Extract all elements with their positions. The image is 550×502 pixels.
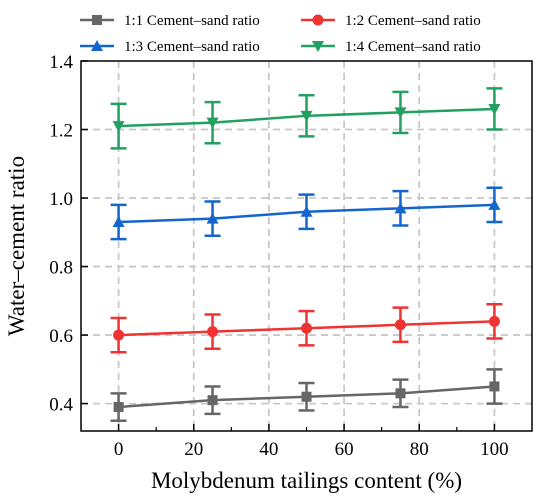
legend-entry-3: 1:3 Cement–sand ratio bbox=[80, 39, 260, 55]
legend-entry-4: 1:4 Cement–sand ratio bbox=[301, 39, 481, 55]
series-4 bbox=[110, 87, 503, 150]
legend-label: 1:3 Cement–sand ratio bbox=[124, 39, 260, 55]
data-point bbox=[112, 216, 125, 228]
data-point bbox=[206, 212, 219, 224]
y-tick-label: 0.4 bbox=[49, 395, 73, 416]
y-tick-label: 1.4 bbox=[49, 52, 73, 73]
legend-marker bbox=[312, 14, 324, 26]
x-tick-label: 80 bbox=[410, 439, 429, 460]
data-point bbox=[300, 110, 313, 122]
series-3 bbox=[110, 186, 503, 241]
legend-label: 1:1 Cement–sand ratio bbox=[124, 13, 260, 29]
data-point bbox=[489, 381, 500, 392]
data-point bbox=[207, 395, 218, 406]
data-point bbox=[206, 117, 219, 129]
data-point bbox=[113, 329, 125, 341]
data-point bbox=[395, 388, 406, 399]
y-tick-label: 1.0 bbox=[49, 189, 73, 210]
legend-marker bbox=[312, 41, 324, 52]
axis-ticks: 0 20 40 60 80 100 0.4 0.6 0.8 1.0 1.2 1.4 bbox=[49, 52, 508, 460]
legend: 1:1 Cement–sand ratio 1:2 Cement–sand rat… bbox=[80, 13, 481, 55]
y-axis-label: Water–cement ratio bbox=[4, 156, 29, 336]
series-2 bbox=[110, 302, 503, 354]
data-point bbox=[112, 121, 125, 133]
x-axis-label: Molybdenum tailings content (%) bbox=[151, 468, 462, 493]
legend-marker bbox=[92, 15, 102, 25]
data-point bbox=[488, 198, 501, 210]
y-tick-label: 0.8 bbox=[49, 258, 73, 279]
y-tick-label: 1.2 bbox=[49, 121, 73, 142]
x-tick-label: 40 bbox=[259, 439, 278, 460]
data-point bbox=[394, 107, 407, 119]
y-tick-label: 0.6 bbox=[49, 326, 73, 347]
data-point bbox=[394, 202, 407, 214]
legend-marker bbox=[91, 40, 103, 51]
data-point bbox=[113, 402, 124, 413]
legend-entry-1: 1:1 Cement–sand ratio bbox=[80, 13, 260, 29]
data-point bbox=[301, 322, 312, 334]
data-point bbox=[394, 319, 406, 331]
series-layer bbox=[110, 87, 503, 422]
data-point bbox=[301, 391, 312, 402]
legend-label: 1:4 Cement–sand ratio bbox=[345, 39, 481, 55]
x-tick-label: 0 bbox=[114, 439, 124, 460]
legend-entry-2: 1:2 Cement–sand ratio bbox=[301, 13, 481, 29]
legend-label: 1:2 Cement–sand ratio bbox=[345, 13, 481, 29]
data-point bbox=[300, 205, 313, 217]
x-tick-label: 100 bbox=[480, 439, 509, 460]
data-point bbox=[488, 103, 501, 115]
data-point bbox=[488, 315, 500, 327]
x-tick-label: 60 bbox=[335, 439, 354, 460]
series-1 bbox=[110, 368, 503, 422]
x-tick-label: 20 bbox=[184, 439, 203, 460]
data-point bbox=[207, 326, 219, 338]
